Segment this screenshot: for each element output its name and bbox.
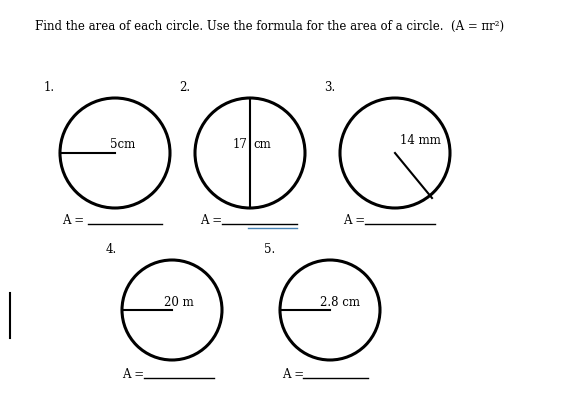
- Text: A =: A =: [200, 213, 226, 226]
- Text: cm: cm: [253, 138, 271, 151]
- Text: 5cm: 5cm: [110, 138, 135, 151]
- Text: 17: 17: [232, 138, 247, 151]
- Text: 3.: 3.: [324, 81, 335, 94]
- Text: 20 m: 20 m: [164, 297, 194, 310]
- Text: 5.: 5.: [264, 243, 275, 256]
- Text: 4.: 4.: [106, 243, 117, 256]
- Text: 14 mm: 14 mm: [400, 135, 441, 148]
- Text: A =: A =: [282, 368, 308, 381]
- Text: Find the area of each circle. Use the formula for the area of a circle.  (A = πr: Find the area of each circle. Use the fo…: [35, 20, 504, 33]
- Text: 2.: 2.: [179, 81, 190, 94]
- Text: A =: A =: [62, 213, 88, 226]
- Text: 1.: 1.: [44, 81, 55, 94]
- Text: 2.8 cm: 2.8 cm: [320, 297, 360, 310]
- Text: A =: A =: [343, 213, 369, 226]
- Text: A =: A =: [122, 368, 148, 381]
